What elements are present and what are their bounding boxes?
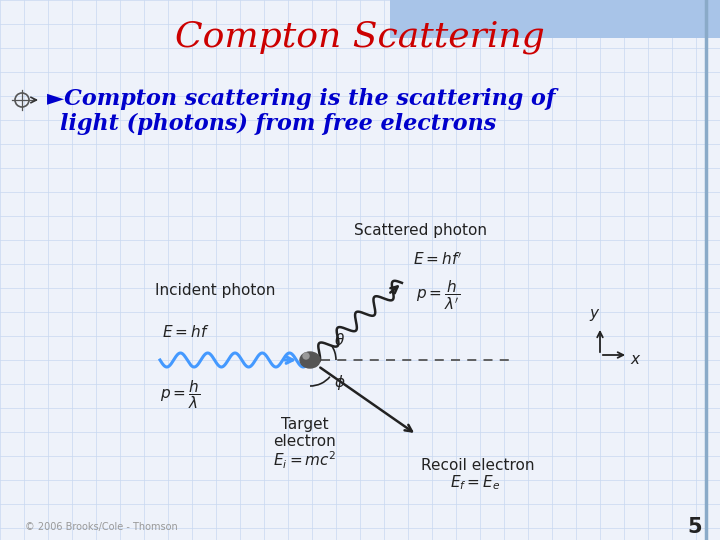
Text: $E_i = mc^2$: $E_i = mc^2$	[274, 449, 337, 471]
Text: $\phi$: $\phi$	[334, 373, 346, 392]
Text: $p = \dfrac{h}{\lambda'}$: $p = \dfrac{h}{\lambda'}$	[416, 278, 460, 312]
Text: electron: electron	[274, 435, 336, 449]
Text: $x$: $x$	[630, 352, 642, 367]
Circle shape	[303, 353, 309, 359]
Text: 5: 5	[688, 517, 702, 537]
Text: © 2006 Brooks/Cole - Thomson: © 2006 Brooks/Cole - Thomson	[25, 522, 178, 532]
Text: Scattered photon: Scattered photon	[354, 222, 487, 238]
Text: Compton Scattering: Compton Scattering	[175, 20, 545, 54]
Text: $E = hf'$: $E = hf'$	[413, 252, 463, 268]
Text: $y$: $y$	[589, 307, 600, 323]
Text: $p = \dfrac{h}{\lambda}$: $p = \dfrac{h}{\lambda}$	[160, 379, 200, 411]
Text: $E_f = E_e$: $E_f = E_e$	[450, 474, 500, 492]
Text: ►Compton scattering is the scattering of: ►Compton scattering is the scattering of	[47, 88, 556, 110]
Text: $E = hf$: $E = hf$	[162, 324, 210, 340]
Text: $\theta$: $\theta$	[335, 332, 346, 348]
Bar	[390, 0, 720, 38]
Text: Target: Target	[282, 417, 329, 433]
Ellipse shape	[300, 352, 320, 368]
Text: Recoil electron: Recoil electron	[421, 457, 535, 472]
Text: Incident photon: Incident photon	[155, 282, 275, 298]
Text: light (photons) from free electrons: light (photons) from free electrons	[60, 113, 496, 135]
